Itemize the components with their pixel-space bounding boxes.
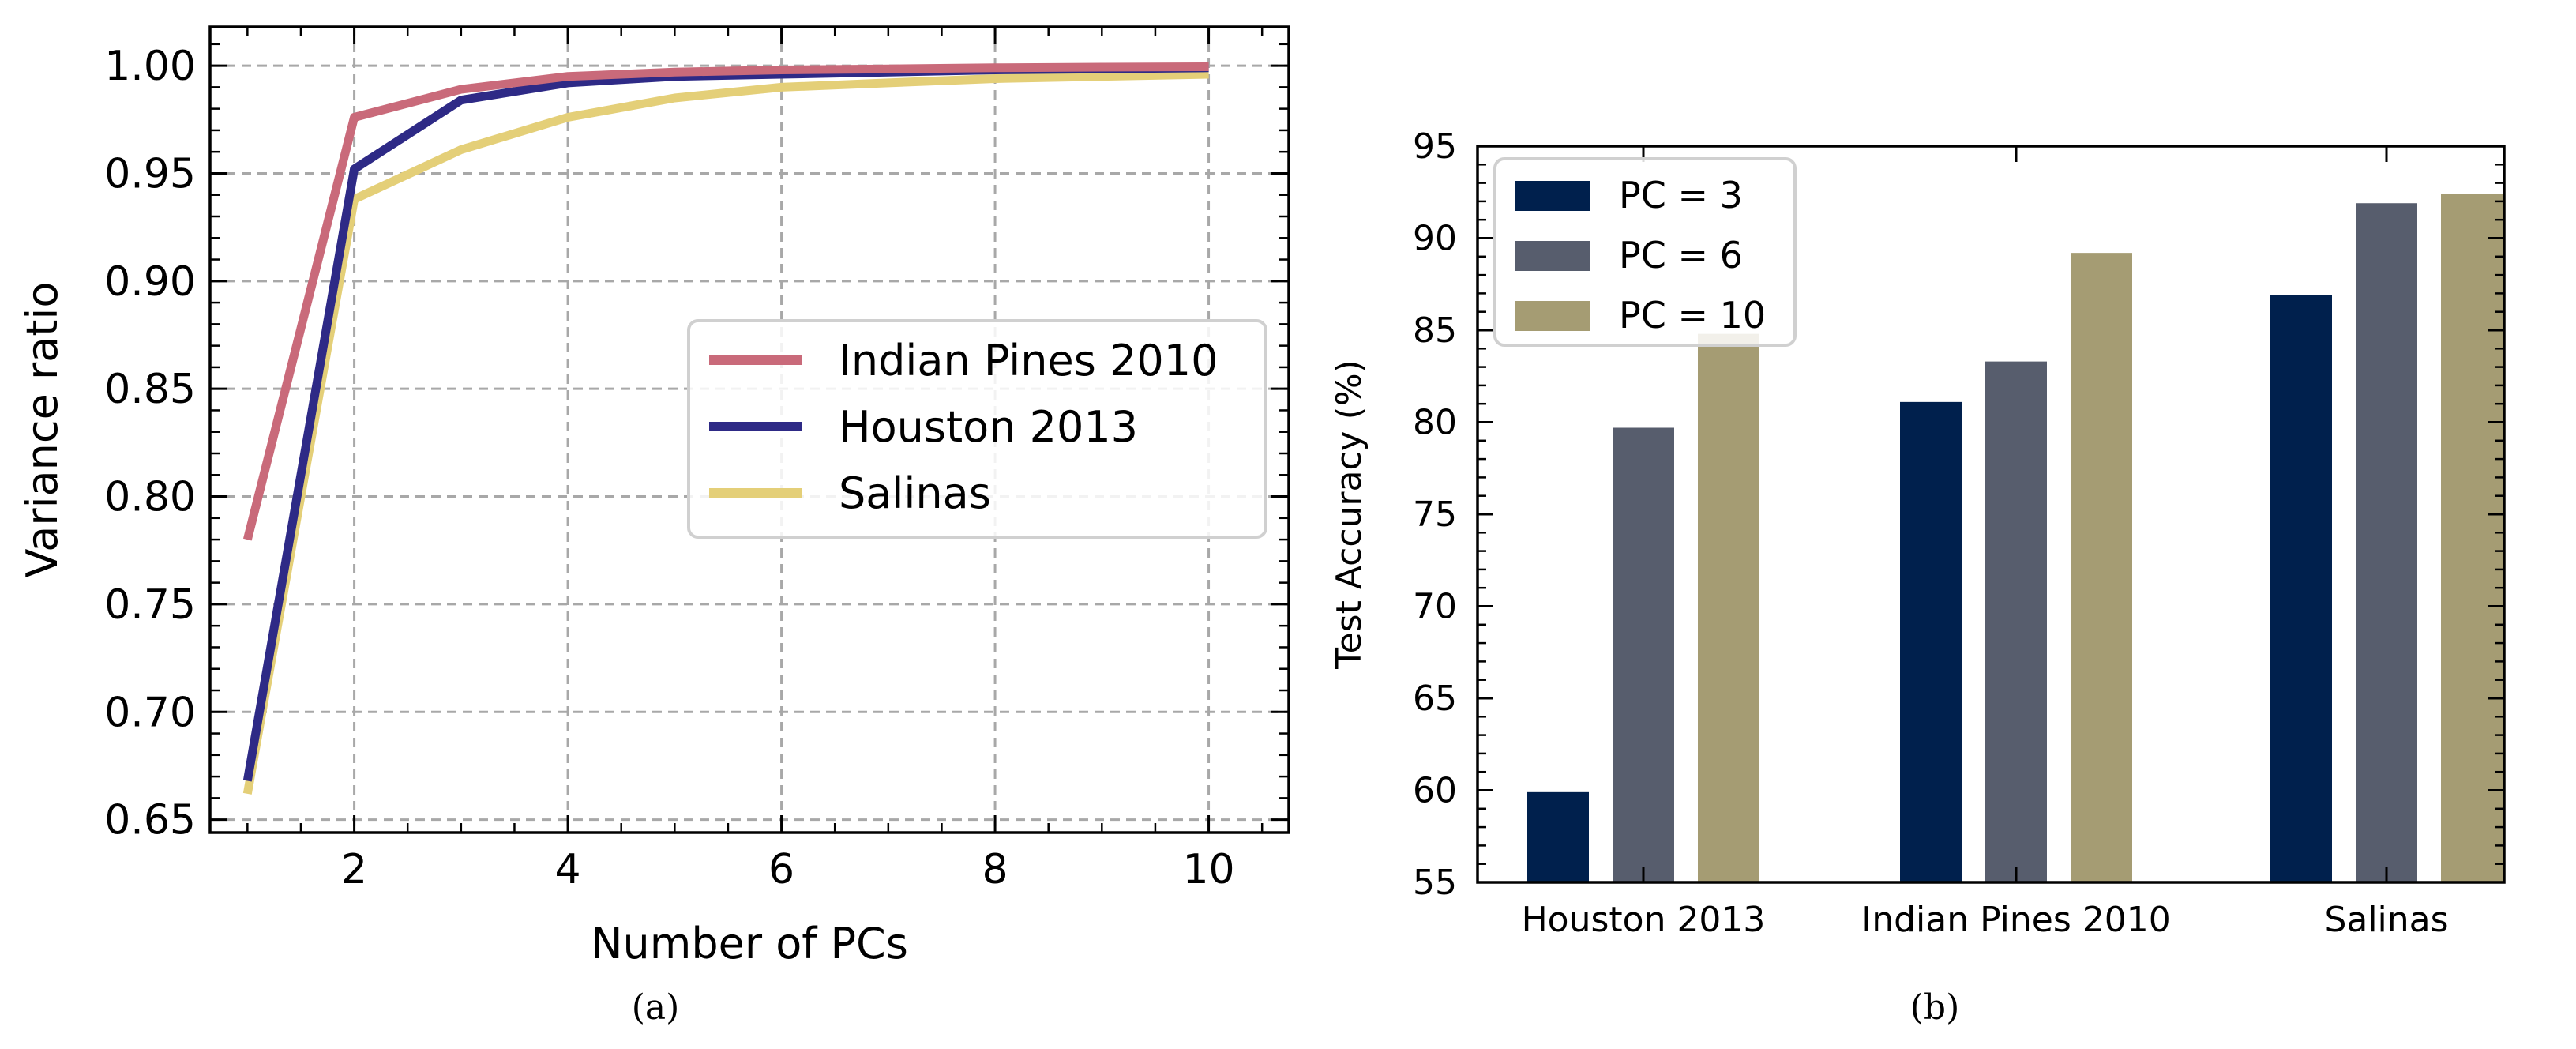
legend-swatch — [1515, 181, 1590, 211]
y-tick-label: 0.75 — [104, 581, 196, 629]
y-tick-label: 75 — [1413, 494, 1457, 535]
bar-pc-10 — [2071, 253, 2132, 882]
y-tick-label: 70 — [1413, 587, 1457, 627]
bar-pc-6 — [1985, 361, 2047, 882]
legend: PC = 3 PC = 6 PC = 10 — [1493, 157, 1797, 347]
legend-box — [687, 319, 1267, 539]
bar-pc-10 — [1698, 333, 1759, 882]
bar-pc-3 — [1527, 791, 1589, 882]
x-tick-label: 2 — [341, 846, 367, 893]
y-tick-label: 90 — [1413, 219, 1457, 259]
caption-b: (b) — [1910, 987, 1960, 1028]
bars — [1527, 194, 2503, 883]
legend-label: Indian Pines 2010 — [839, 336, 1218, 385]
ticks: 2 4 6 8 10 0.65 0.70 0.75 0.80 0.85 0.90 0.95 1.00 — [104, 27, 1289, 893]
plot-frame — [208, 25, 1290, 834]
legend-label: PC = 3 — [1619, 174, 1743, 216]
x-tick-label: Salinas — [2324, 900, 2448, 940]
x-tick-label: 8 — [982, 846, 1008, 893]
legend-label: Houston 2013 — [839, 402, 1138, 452]
y-tick-label: 0.65 — [104, 797, 196, 844]
legend-swatch — [1515, 301, 1590, 331]
bar-pc-3 — [2270, 295, 2332, 883]
variance-ratio-chart: 2 4 6 8 10 0.65 0.70 0.75 0.80 0.85 0.90 0.95 1.00 I… — [17, 25, 1290, 1028]
test-accuracy-chart: 55 60 65 70 75 80 85 90 95 Houston 2013 Indian Pin… — [1329, 126, 2506, 1028]
y-tick-label: 0.95 — [104, 150, 196, 197]
x-axis-label: Number of PCs — [591, 919, 908, 968]
x-tick-label: 6 — [768, 846, 794, 893]
y-tick-label: 85 — [1413, 310, 1457, 351]
y-tick-label: 55 — [1413, 863, 1457, 903]
y-tick-label: 80 — [1413, 403, 1457, 443]
y-tick-label: 65 — [1413, 679, 1457, 719]
bar-pc-10 — [2441, 194, 2503, 882]
x-tick-label: Indian Pines 2010 — [1861, 900, 2171, 940]
x-tick-label: 4 — [555, 846, 581, 893]
legend-label: Salinas — [839, 468, 991, 518]
y-tick-label: 95 — [1413, 126, 1457, 167]
x-tick-label: 10 — [1182, 846, 1234, 893]
legend-swatch — [1515, 241, 1590, 271]
series-line-salinas — [242, 70, 1209, 795]
y-tick-label: 60 — [1413, 771, 1457, 811]
legend-label: PC = 6 — [1619, 234, 1743, 276]
bar-pc-6 — [2356, 203, 2417, 883]
series-line-indian-pines-2010 — [242, 62, 1209, 541]
y-tick-label: 1.00 — [104, 43, 196, 90]
y-tick-label: 0.70 — [104, 689, 196, 736]
x-tick-label: Houston 2013 — [1522, 900, 1766, 940]
bar-pc-6 — [1613, 427, 1674, 882]
legend: Indian Pines 2010 Houston 2013 Salinas — [687, 319, 1267, 539]
legend-label: PC = 10 — [1619, 294, 1766, 337]
y-tick-label: 0.85 — [104, 366, 196, 413]
caption-a: (a) — [632, 987, 680, 1028]
y-tick-label: 0.80 — [104, 474, 196, 521]
ticks: 55 60 65 70 75 80 85 90 95 Houston 2013 Indian Pin… — [1413, 126, 2504, 940]
y-axis-label: Variance ratio — [17, 282, 67, 578]
y-tick-label: 0.90 — [104, 258, 196, 306]
bar-pc-3 — [1900, 401, 1962, 882]
series-lines — [242, 62, 1209, 795]
y-axis-label: Test Accuracy (%) — [1329, 359, 1369, 670]
